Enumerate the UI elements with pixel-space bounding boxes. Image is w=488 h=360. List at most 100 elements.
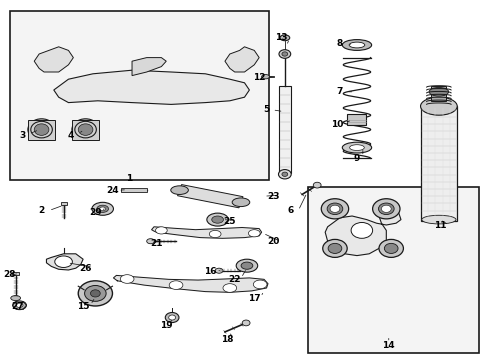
Text: 5: 5 xyxy=(263,105,269,114)
Text: 13: 13 xyxy=(274,33,287,42)
Ellipse shape xyxy=(326,203,342,215)
Ellipse shape xyxy=(327,243,341,253)
Ellipse shape xyxy=(215,268,223,273)
Ellipse shape xyxy=(169,281,183,289)
Ellipse shape xyxy=(378,239,403,257)
Ellipse shape xyxy=(236,259,257,272)
Ellipse shape xyxy=(168,315,175,320)
Bar xyxy=(420,106,456,221)
Ellipse shape xyxy=(278,50,290,58)
Ellipse shape xyxy=(146,239,154,244)
Ellipse shape xyxy=(322,239,346,257)
Ellipse shape xyxy=(241,262,252,269)
Ellipse shape xyxy=(321,199,348,219)
Ellipse shape xyxy=(372,199,399,219)
Text: 23: 23 xyxy=(267,192,280,201)
Text: 12: 12 xyxy=(252,73,265,82)
Text: 19: 19 xyxy=(160,321,172,330)
Ellipse shape xyxy=(90,290,100,297)
Ellipse shape xyxy=(279,35,289,41)
Bar xyxy=(430,86,446,101)
Ellipse shape xyxy=(223,284,236,292)
Text: 7: 7 xyxy=(336,87,343,96)
Polygon shape xyxy=(46,254,83,270)
Bar xyxy=(346,114,365,125)
FancyBboxPatch shape xyxy=(10,11,268,180)
Text: 14: 14 xyxy=(382,341,394,350)
Polygon shape xyxy=(34,47,73,72)
Ellipse shape xyxy=(100,207,105,211)
Ellipse shape xyxy=(78,124,93,135)
Bar xyxy=(121,188,146,192)
Polygon shape xyxy=(54,70,249,104)
Ellipse shape xyxy=(278,170,290,179)
Bar xyxy=(72,120,99,140)
Ellipse shape xyxy=(349,145,364,150)
Ellipse shape xyxy=(232,198,249,207)
Ellipse shape xyxy=(72,119,99,140)
Text: 24: 24 xyxy=(106,186,119,195)
Text: 15: 15 xyxy=(77,302,89,311)
Ellipse shape xyxy=(348,42,364,48)
Ellipse shape xyxy=(165,312,179,323)
Ellipse shape xyxy=(253,280,266,289)
Bar xyxy=(278,86,290,173)
Ellipse shape xyxy=(421,215,455,224)
Ellipse shape xyxy=(170,186,188,194)
Text: 4: 4 xyxy=(67,130,74,139)
Ellipse shape xyxy=(120,275,134,283)
Ellipse shape xyxy=(55,256,72,267)
Text: 28: 28 xyxy=(3,270,16,279)
Text: 17: 17 xyxy=(247,294,260,303)
Ellipse shape xyxy=(242,320,249,326)
Ellipse shape xyxy=(11,296,20,301)
Ellipse shape xyxy=(13,301,26,310)
Bar xyxy=(28,120,55,140)
Ellipse shape xyxy=(34,124,49,135)
Ellipse shape xyxy=(281,172,287,176)
Text: 10: 10 xyxy=(330,120,343,129)
Polygon shape xyxy=(113,275,267,292)
Ellipse shape xyxy=(428,87,447,96)
Ellipse shape xyxy=(329,205,339,212)
Text: 16: 16 xyxy=(203,267,216,276)
Text: 21: 21 xyxy=(150,238,163,248)
FancyBboxPatch shape xyxy=(307,187,478,353)
Ellipse shape xyxy=(78,281,112,306)
Text: 29: 29 xyxy=(89,208,102,217)
Polygon shape xyxy=(266,76,273,77)
Ellipse shape xyxy=(281,52,287,56)
Text: 27: 27 xyxy=(11,302,23,311)
Polygon shape xyxy=(325,209,400,256)
Polygon shape xyxy=(151,227,261,238)
Ellipse shape xyxy=(384,243,397,253)
Ellipse shape xyxy=(84,285,106,301)
Text: 6: 6 xyxy=(287,206,293,215)
Ellipse shape xyxy=(342,40,371,50)
Text: 25: 25 xyxy=(223,217,236,226)
Bar xyxy=(12,272,19,275)
Ellipse shape xyxy=(209,230,221,238)
Ellipse shape xyxy=(248,230,260,237)
Polygon shape xyxy=(132,58,166,76)
Text: 9: 9 xyxy=(353,154,360,163)
Ellipse shape xyxy=(155,227,167,234)
Ellipse shape xyxy=(313,182,321,188)
Ellipse shape xyxy=(206,213,228,226)
Text: 8: 8 xyxy=(336,39,342,48)
Ellipse shape xyxy=(28,119,55,140)
Ellipse shape xyxy=(92,202,113,215)
Text: 1: 1 xyxy=(126,174,132,183)
Text: 20: 20 xyxy=(267,237,280,246)
Ellipse shape xyxy=(342,142,371,153)
Text: 11: 11 xyxy=(433,220,446,230)
Polygon shape xyxy=(177,185,243,208)
Ellipse shape xyxy=(97,205,108,212)
Bar xyxy=(61,202,66,205)
Ellipse shape xyxy=(211,216,223,223)
Ellipse shape xyxy=(420,97,456,115)
Ellipse shape xyxy=(350,222,372,238)
Ellipse shape xyxy=(381,205,390,212)
Text: 2: 2 xyxy=(39,206,44,215)
Text: 22: 22 xyxy=(228,274,241,284)
